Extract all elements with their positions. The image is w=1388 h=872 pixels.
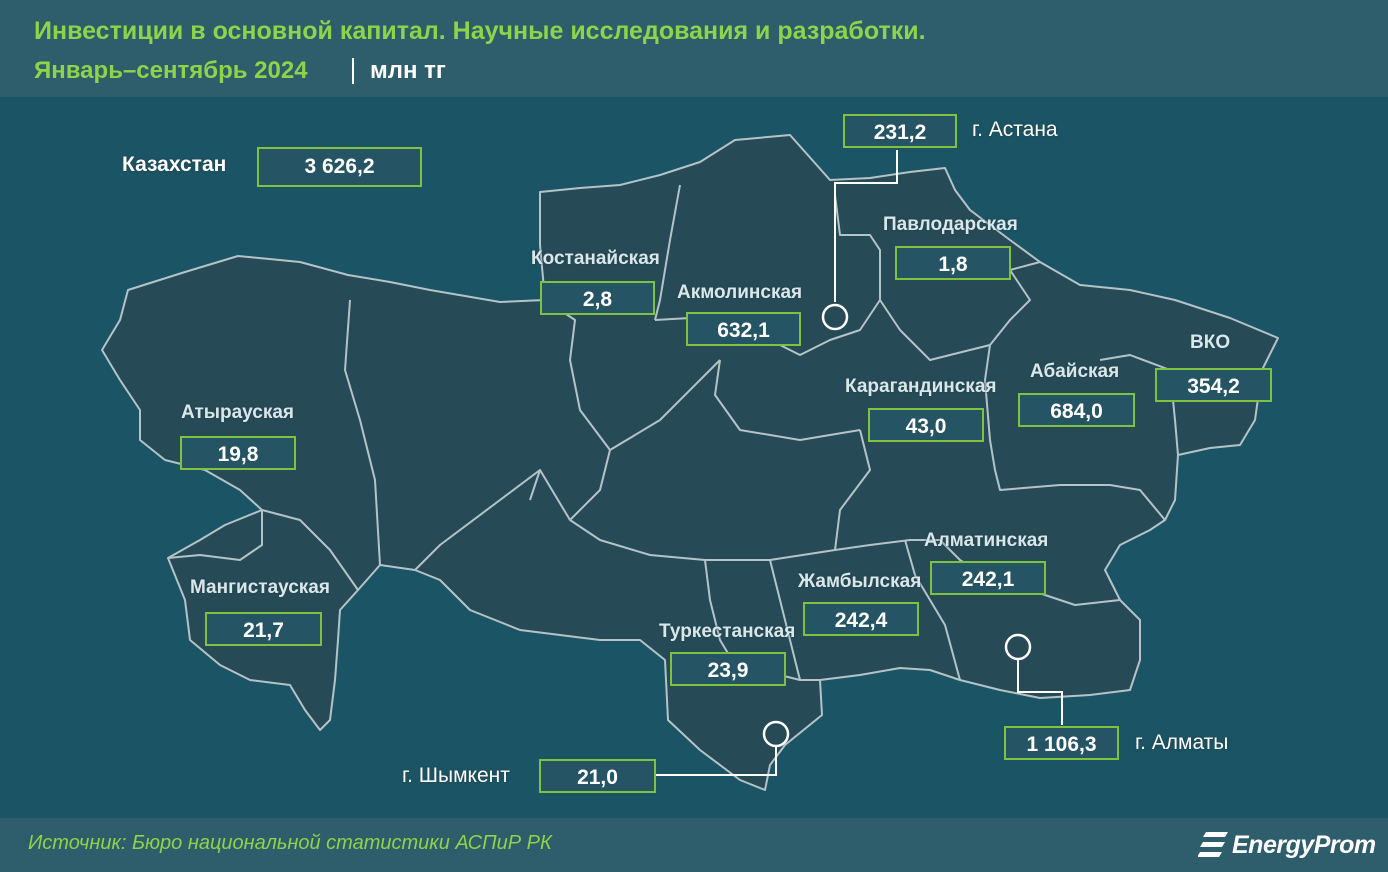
footer-bar: [0, 818, 1388, 872]
kostanay-label: Костанайская: [531, 248, 660, 269]
mangistau-label: Мангистауская: [190, 577, 330, 598]
almaty-marker: [1004, 633, 1032, 661]
kostanay-value: 2,8: [540, 281, 655, 315]
kazakhstan-label: Казахстан: [122, 153, 227, 176]
pavlodar-label: Павлодарская: [883, 214, 1018, 235]
header-bar: [0, 0, 1388, 97]
karaganda-label: Карагандинская: [845, 376, 997, 397]
vko-label: ВКО: [1190, 332, 1231, 353]
almaty-region-label: Алматинская: [924, 530, 1049, 551]
pavlodar-value: 1,8: [895, 246, 1011, 280]
astana-label: г. Астана: [972, 118, 1058, 141]
chart-subtitle: Январь–сентябрь 2024: [34, 57, 308, 84]
shymkent-marker: [762, 720, 790, 748]
astana-leader: [834, 150, 898, 302]
kazakhstan-value: 3 626,2: [257, 147, 422, 187]
karaganda-value: 43,0: [868, 408, 984, 442]
shymkent-label: г. Шымкент: [402, 764, 510, 787]
mangistau-value: 21,7: [205, 612, 322, 646]
almaty-region-value: 242,1: [930, 561, 1046, 595]
subtitle-separator: [352, 58, 354, 84]
almaty-leader: [1017, 660, 1063, 725]
abai-label: Абайская: [1030, 361, 1120, 382]
chart-title: Инвестиции в основной капитал. Научные и…: [34, 17, 926, 45]
almaty-city-label: г. Алматы: [1135, 731, 1229, 754]
almaty-city-value: 1 106,3: [1004, 726, 1119, 760]
turkestan-label: Туркестанская: [659, 621, 796, 642]
energyprom-logo-icon: [1198, 832, 1228, 857]
akmola-value: 632,1: [686, 312, 801, 346]
shymkent-leader: [655, 745, 777, 776]
unit-label: млн тг: [370, 57, 446, 84]
turkestan-value: 23,9: [670, 652, 786, 686]
logo-text: EnergyProm: [1232, 831, 1376, 859]
atyrau-value: 19,8: [180, 436, 296, 470]
atyrau-label: Атырауская: [181, 402, 294, 423]
astana-value: 231,2: [843, 114, 957, 148]
country-outline: [101, 134, 1279, 791]
zhambyl-label: Жамбылская: [798, 571, 922, 592]
abai-value: 684,0: [1018, 393, 1135, 427]
shymkent-value: 21,0: [539, 759, 656, 793]
vko-value: 354,2: [1155, 368, 1272, 402]
akmola-label: Акмолинская: [677, 282, 803, 303]
astana-marker: [821, 303, 849, 331]
source-note: Источник: Бюро национальной статистики А…: [28, 832, 552, 854]
zhambyl-value: 242,4: [803, 602, 919, 636]
